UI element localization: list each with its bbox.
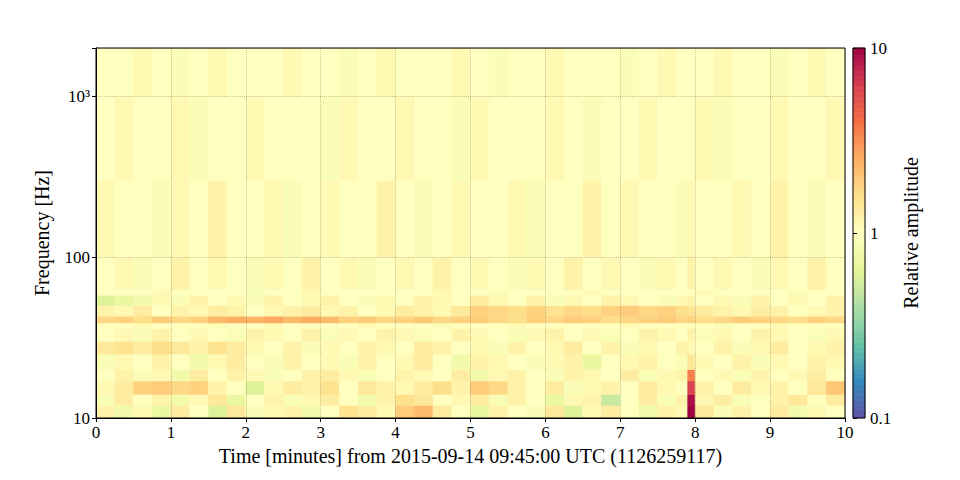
svg-text:10: 10 [73,409,90,428]
svg-text:9: 9 [766,423,775,442]
svg-text:Time [minutes] from 2015-09-14: Time [minutes] from 2015-09-14 09:45:00 … [219,445,722,468]
svg-text:10: 10 [837,423,854,442]
svg-text:10: 10 [870,39,887,58]
svg-text:5: 5 [466,423,475,442]
svg-text:0: 0 [92,423,101,442]
svg-text:3: 3 [316,423,325,442]
svg-text:0.1: 0.1 [870,409,891,428]
svg-text:8: 8 [691,423,700,442]
svg-text:Frequency [Hz]: Frequency [Hz] [31,170,54,296]
svg-text:2: 2 [242,423,251,442]
svg-text:1: 1 [167,423,176,442]
svg-text:100: 100 [65,248,91,267]
svg-text:6: 6 [541,423,550,442]
svg-text:Relative amplitude: Relative amplitude [900,157,923,309]
svg-text:7: 7 [616,423,625,442]
svg-text:1: 1 [870,224,879,243]
svg-text:10³: 10³ [68,87,90,106]
svg-text:4: 4 [391,423,400,442]
